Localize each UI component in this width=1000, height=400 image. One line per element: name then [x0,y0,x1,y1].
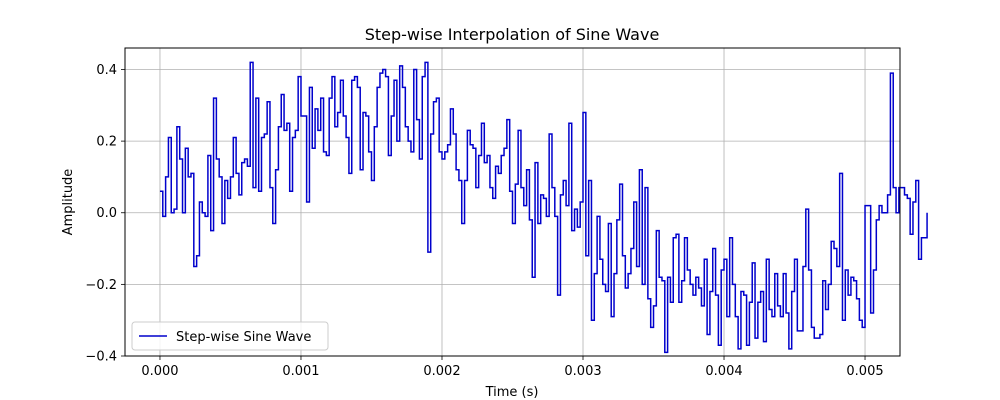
y-tick-label: −0.2 [85,278,117,293]
y-tick-label: −0.4 [85,350,117,365]
x-axis-label: Time (s) [485,385,539,400]
y-tick-label: 0.0 [96,206,117,221]
legend-box [131,321,329,351]
y-axis-label: Amplitude [61,169,76,236]
x-tick-label: 0.004 [705,364,742,379]
x-tick-label: 0.002 [423,364,460,379]
y-tick-label: 0.4 [96,63,117,78]
legend: Step-wise Sine Wave [131,321,329,351]
legend-label: Step-wise Sine Wave [176,330,311,345]
x-tick-label: 0.003 [564,364,601,379]
x-axis: 0.000 0.001 0.002 0.003 0.004 0.005 [141,356,884,379]
y-axis: −0.4 −0.2 0.0 0.2 0.4 [85,63,125,365]
y-tick-label: 0.2 [96,135,117,150]
x-tick-label: 0.005 [846,364,883,379]
series-line [159,61,928,354]
plot-area [159,61,928,354]
x-tick-label: 0.001 [282,364,319,379]
chart-title: Step-wise Interpolation of Sine Wave [365,25,660,44]
x-tick-label: 0.000 [141,364,178,379]
axes-frame [124,47,901,357]
